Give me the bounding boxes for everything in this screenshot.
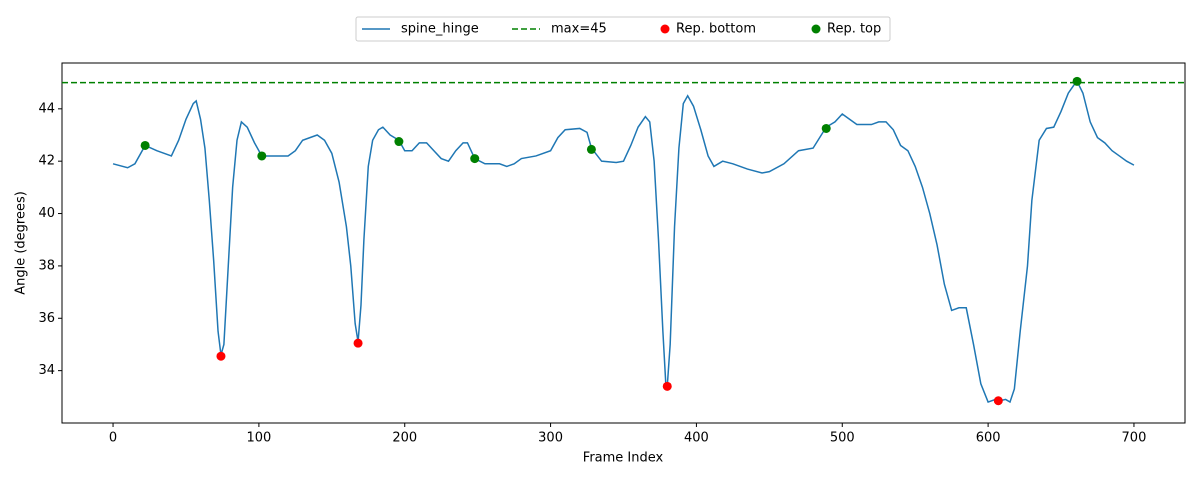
y-tick-label: 38: [38, 258, 55, 273]
scatter-point: [993, 396, 1003, 406]
scatter-point: [216, 351, 226, 361]
scatter-point: [257, 151, 267, 161]
x-tick-label: 200: [392, 431, 417, 446]
y-tick-label: 40: [38, 206, 55, 221]
x-tick-label: 700: [1122, 431, 1147, 446]
y-tick-label: 44: [38, 101, 55, 116]
legend: [355, 16, 891, 42]
scatter-point: [1072, 76, 1082, 86]
x-tick-label: 500: [830, 431, 855, 446]
legend-label: max=45: [551, 22, 607, 37]
x-tick-label: 100: [246, 431, 271, 446]
scatter-point: [353, 338, 363, 348]
y-tick-label: 36: [38, 311, 55, 326]
legend-label: spine_hinge: [401, 22, 479, 37]
scatter-point: [470, 154, 480, 164]
data-line: [112, 80, 1135, 404]
legend-label: Rep. top: [827, 22, 881, 37]
scatter-point: [821, 123, 831, 133]
scatter-point: [140, 140, 150, 150]
legend-marker: [660, 24, 670, 34]
scatter-point: [662, 381, 672, 391]
y-tick-label: 42: [38, 154, 55, 169]
x-tick-label: 300: [538, 431, 563, 446]
x-axis-label: Frame Index: [583, 451, 664, 466]
plot-frame: [61, 62, 1186, 424]
scatter-point: [394, 137, 404, 147]
legend-label: Rep. bottom: [676, 22, 756, 37]
x-tick-label: 0: [109, 431, 117, 446]
legend-marker: [811, 24, 821, 34]
y-tick-label: 34: [38, 363, 55, 378]
x-tick-label: 600: [976, 431, 1001, 446]
scatter-point: [586, 144, 596, 154]
x-tick-label: 400: [684, 431, 709, 446]
y-axis-label: Angle (degrees): [14, 191, 29, 295]
